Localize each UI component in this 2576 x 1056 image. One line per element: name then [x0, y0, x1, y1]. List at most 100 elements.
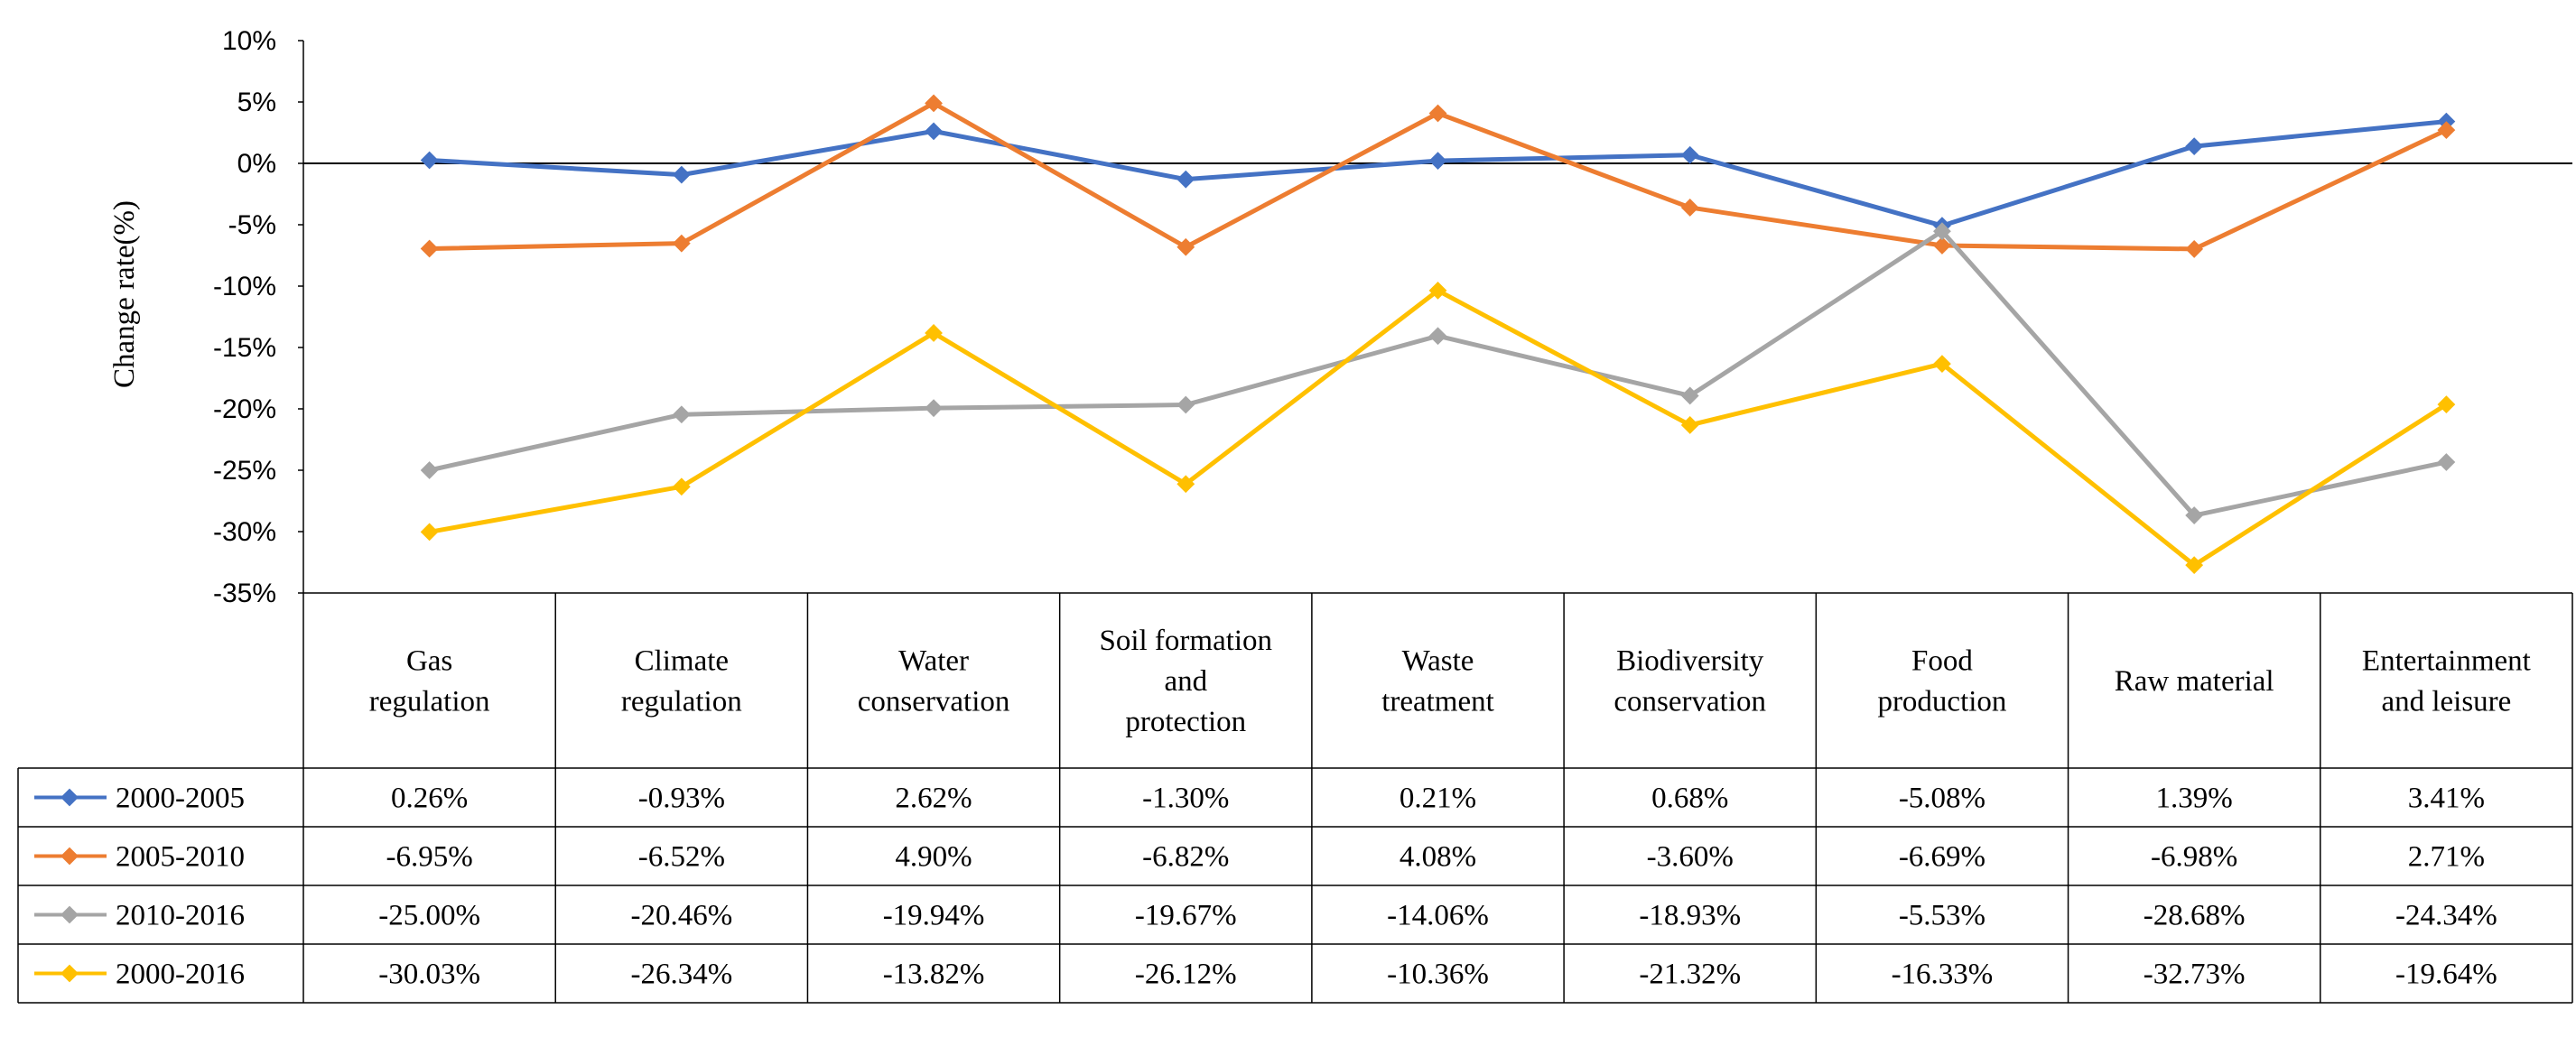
table-cell-2000-2005-0: 0.26%	[391, 783, 468, 815]
table-cell-2000-2016-0: -30.03%	[378, 959, 480, 991]
data-point-2010-2016-7	[2185, 506, 2204, 524]
table-cell-2000-2005-3: -1.30%	[1142, 783, 1229, 815]
table-cell-2005-2010-7: -6.98%	[2151, 841, 2237, 874]
category-label-0: Gas regulation	[369, 645, 490, 718]
data-point-2000-2005-5	[1680, 145, 1699, 164]
category-label-8: Entertainment and leisure	[2362, 645, 2531, 718]
data-point-2000-2016-4	[1428, 281, 1447, 300]
table-cell-2000-2016-8: -19.64%	[2395, 959, 2497, 991]
data-point-2000-2016-5	[1680, 416, 1699, 434]
data-point-2005-2010-2	[925, 94, 943, 113]
table-cell-2010-2016-1: -20.46%	[630, 900, 732, 932]
legend-label-2000-2005: 2000-2005	[116, 783, 245, 815]
y-tick-label: -30%	[213, 517, 276, 547]
table-cell-2010-2016-2: -19.94%	[883, 900, 985, 932]
data-point-2000-2016-7	[2185, 556, 2204, 575]
legend-marker-2000-2005	[60, 788, 79, 807]
table-cell-2000-2005-1: -0.93%	[638, 783, 725, 815]
y-tick-label: 0%	[237, 149, 276, 179]
table-cell-2000-2016-7: -32.73%	[2144, 959, 2246, 991]
data-point-2000-2016-8	[2437, 395, 2456, 414]
table-cell-2005-2010-5: -3.60%	[1647, 841, 1734, 874]
legend-marker-2010-2016	[60, 905, 79, 924]
data-point-2000-2005-1	[672, 165, 691, 184]
series-line-2000-2005	[429, 119, 2447, 228]
data-point-2000-2005-4	[1428, 152, 1447, 171]
y-tick-label: -35%	[213, 579, 276, 608]
data-point-2005-2010-7	[2185, 240, 2204, 258]
table-cell-2000-2005-8: 3.41%	[2408, 783, 2485, 815]
data-point-2010-2016-2	[925, 399, 943, 418]
table-cell-2010-2016-4: -14.06%	[1387, 900, 1489, 932]
data-point-2000-2016-6	[1933, 355, 1951, 373]
y-tick-label: -10%	[213, 272, 276, 301]
table-cell-2005-2010-0: -6.95%	[386, 841, 472, 874]
table-cell-2000-2016-6: -16.33%	[1892, 959, 1994, 991]
data-point-2005-2010-3	[1176, 237, 1195, 256]
table-cell-2010-2016-3: -19.67%	[1135, 900, 1237, 932]
table-cell-2000-2016-3: -26.12%	[1135, 959, 1237, 991]
data-point-2005-2010-5	[1680, 199, 1699, 217]
data-point-2010-2016-8	[2437, 453, 2456, 471]
table-cell-2005-2010-2: 4.90%	[895, 841, 972, 874]
y-tick-label: -20%	[213, 394, 276, 424]
data-point-2005-2010-6	[1933, 236, 1951, 255]
data-point-2000-2005-3	[1176, 170, 1195, 189]
y-axis-label: Change rate(%)	[108, 200, 141, 388]
data-point-2000-2016-1	[672, 477, 691, 496]
data-point-2010-2016-6	[1933, 222, 1951, 241]
data-point-2000-2016-0	[420, 523, 439, 542]
table-cell-2005-2010-6: -6.69%	[1899, 841, 1985, 874]
table-cell-2000-2005-7: 1.39%	[2156, 783, 2233, 815]
category-label-5: Biodiversity conservation	[1613, 645, 1766, 718]
legend-marker-2005-2010	[60, 847, 79, 866]
data-point-2005-2010-4	[1428, 104, 1447, 123]
data-point-2010-2016-0	[420, 461, 439, 479]
category-label-1: Climate regulation	[621, 645, 742, 718]
category-label-2: Water conservation	[858, 645, 1010, 718]
y-tick-label: -25%	[213, 456, 276, 486]
category-label-4: Waste treatment	[1381, 645, 1494, 718]
legend-marker-2000-2016	[60, 964, 79, 983]
series-line-2005-2010	[429, 100, 2448, 252]
data-point-2000-2005-0	[420, 151, 439, 170]
legend-label-2000-2016: 2000-2016	[116, 959, 245, 991]
table-cell-2000-2005-2: 2.62%	[895, 783, 972, 815]
data-point-2000-2016-3	[1176, 475, 1195, 494]
table-cell-2000-2016-4: -10.36%	[1387, 959, 1489, 991]
data-point-2010-2016-1	[672, 405, 691, 424]
table-cell-2005-2010-4: 4.08%	[1400, 841, 1476, 874]
table-cell-2010-2016-5: -18.93%	[1639, 900, 1741, 932]
table-cell-2010-2016-8: -24.34%	[2395, 900, 2497, 932]
table-cell-2010-2016-7: -28.68%	[2144, 900, 2246, 932]
category-label-6: Food production	[1877, 645, 2006, 718]
data-point-2010-2016-3	[1176, 395, 1195, 414]
table-cell-2000-2016-2: -13.82%	[883, 959, 985, 991]
table-cell-2000-2005-5: 0.68%	[1651, 783, 1728, 815]
y-tick-label: 5%	[237, 88, 276, 117]
data-point-2005-2010-0	[420, 239, 439, 258]
data-point-2005-2010-8	[2437, 121, 2456, 140]
table-cell-2005-2010-3: -6.82%	[1142, 841, 1229, 874]
table-cell-2000-2005-4: 0.21%	[1400, 783, 1476, 815]
y-tick-label: -5%	[228, 210, 276, 240]
table-cell-2000-2005-6: -5.08%	[1899, 783, 1985, 815]
category-label-3: Soil formation and protection	[1099, 625, 1272, 738]
data-point-2000-2005-7	[2185, 137, 2204, 155]
data-point-2010-2016-5	[1680, 386, 1699, 405]
data-point-2005-2010-1	[672, 234, 691, 253]
data-point-2000-2016-2	[925, 324, 943, 342]
table-cell-2000-2016-1: -26.34%	[630, 959, 732, 991]
table-cell-2010-2016-6: -5.53%	[1899, 900, 1985, 932]
legend-label-2010-2016: 2010-2016	[116, 900, 245, 932]
table-cell-2010-2016-0: -25.00%	[378, 900, 480, 932]
table-cell-2005-2010-1: -6.52%	[638, 841, 725, 874]
series-line-2010-2016	[429, 228, 2447, 518]
table-cell-2005-2010-8: 2.71%	[2408, 841, 2485, 874]
legend-label-2005-2010: 2005-2010	[116, 841, 245, 874]
y-tick-label: 10%	[222, 26, 276, 56]
data-point-2010-2016-4	[1428, 327, 1447, 346]
category-label-7: Raw material	[2115, 665, 2274, 698]
data-point-2000-2005-2	[925, 122, 943, 141]
